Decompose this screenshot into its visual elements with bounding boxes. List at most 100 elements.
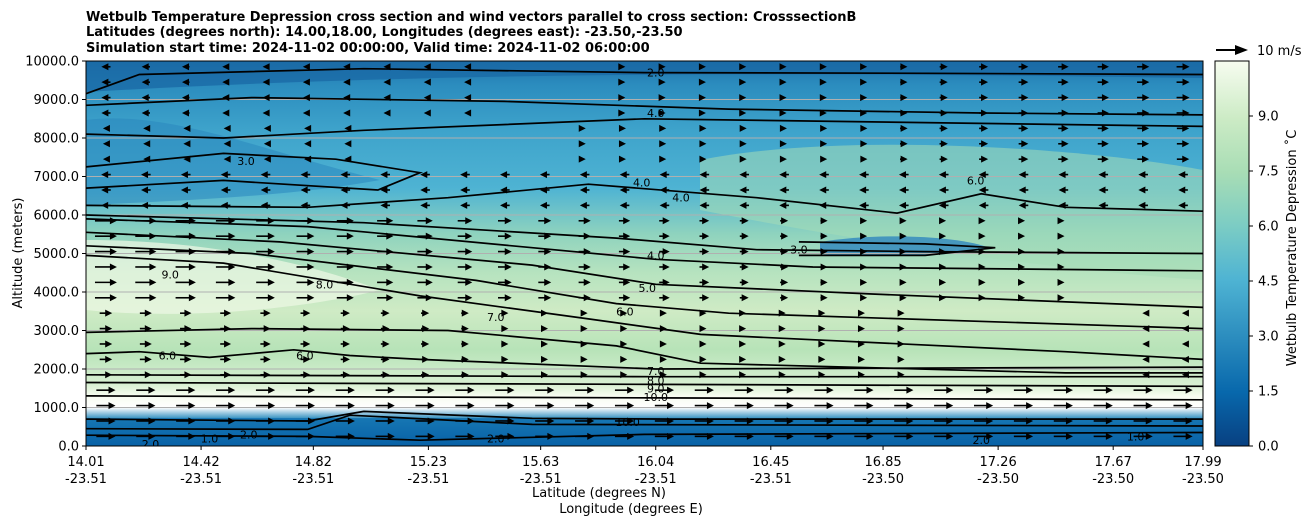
plot-area: 2.04.03.04.04.06.04.0 3.09.08.0 5.06.07.06… (86, 61, 1203, 446)
y-tick-label: 8000.0 (34, 132, 80, 147)
wind-arrowhead (180, 171, 188, 179)
wind-arrowhead (544, 263, 552, 271)
wind-arrowhead (547, 386, 555, 394)
wind-arrowhead (659, 171, 667, 179)
wind-arrowhead (342, 371, 350, 379)
contour-label: 1.0 (201, 432, 219, 445)
quiver-key: 10 m/s (1216, 44, 1302, 59)
wind-arrowhead (427, 417, 435, 425)
wind-arrowhead (220, 171, 228, 179)
wind-arrowhead (623, 294, 631, 302)
y-tick-label: 7000.0 (34, 170, 80, 185)
wind-arrowhead (464, 94, 472, 102)
wind-arrowhead (141, 171, 149, 179)
wind-arrowhead (1061, 124, 1069, 132)
wind-arrowhead (307, 294, 315, 302)
wind-arrowhead (102, 124, 110, 132)
wind-arrowhead (579, 186, 587, 194)
wind-arrowhead (746, 417, 754, 425)
wind-arrowhead (779, 186, 787, 194)
wind-arrowhead (857, 371, 865, 379)
wind-arrowhead (220, 186, 228, 194)
wind-arrowhead (228, 432, 236, 440)
wind-arrowhead (699, 340, 707, 348)
wind-arrowhead (741, 278, 749, 286)
wind-arrowhead (141, 78, 149, 86)
wind-arrowhead (109, 217, 117, 225)
wind-arrowhead (906, 402, 914, 410)
wind-arrowhead (180, 186, 188, 194)
wind-arrowhead (302, 78, 310, 86)
wind-arrowhead (228, 232, 236, 240)
wind-arrowhead (618, 63, 626, 71)
wind-arrowhead (228, 217, 236, 225)
wind-arrowhead (786, 417, 794, 425)
wind-arrowhead (860, 263, 868, 271)
wind-arrowhead (1058, 171, 1066, 179)
wind-arrowhead (267, 294, 275, 302)
wind-arrowhead (778, 340, 786, 348)
contour-label: 5.0 (639, 282, 657, 295)
wind-arrowhead (819, 186, 827, 194)
wind-arrowhead (667, 432, 675, 440)
wind-arrowhead (940, 63, 948, 71)
wind-arrowhead (101, 94, 109, 102)
wind-arrowhead (1021, 140, 1029, 148)
wind-arrowhead (658, 63, 666, 71)
wind-arrowhead (224, 325, 232, 333)
wind-arrowhead (739, 201, 747, 209)
wind-arrowhead (667, 402, 675, 410)
wind-arrowhead (223, 155, 231, 163)
wind-arrowhead (380, 171, 388, 179)
wind-arrowhead (667, 417, 675, 425)
wind-arrowhead (899, 294, 907, 302)
contour-line (86, 381, 1203, 388)
wind-arrowhead (541, 371, 549, 379)
wind-arrowhead (465, 263, 473, 271)
wind-arrowhead (579, 171, 587, 179)
x-tick-label-lat: 15.63 (522, 455, 559, 470)
wind-arrowhead (541, 355, 549, 363)
colorbar-tick-label: 4.5 (1258, 275, 1279, 290)
wind-arrowhead (940, 78, 948, 86)
contour-labels: 2.04.03.04.04.06.04.0 3.09.08.0 5.06.07.06… (142, 67, 1145, 446)
wind-arrowhead (501, 325, 509, 333)
contour-line (86, 183, 1203, 214)
wind-arrowhead (897, 355, 905, 363)
wind-arrowhead (347, 386, 355, 394)
wind-arrowhead (706, 432, 714, 440)
wind-arrowhead (659, 201, 667, 209)
wind-arrowhead (386, 217, 394, 225)
wind-arrowhead (739, 355, 747, 363)
wind-arrowhead (659, 155, 667, 163)
wind-arrowhead (778, 309, 786, 317)
y-tick-label: 3000.0 (34, 324, 80, 339)
wind-arrowhead (779, 94, 787, 102)
wind-arrowhead (1181, 309, 1189, 317)
quiver-key-arrowhead-icon (1235, 45, 1248, 55)
wind-arrowhead (507, 386, 515, 394)
wind-arrowhead (578, 124, 586, 132)
wind-arrowhead (938, 186, 946, 194)
wind-arrowhead (347, 417, 355, 425)
wind-arrowhead (819, 201, 827, 209)
x-tick-label-lon: -23.50 (1182, 472, 1224, 487)
wind-arrowhead (1018, 263, 1026, 271)
wind-arrowhead (819, 94, 827, 102)
wind-arrowhead (184, 371, 192, 379)
wind-arrowhead (539, 186, 547, 194)
wind-arrowhead (900, 109, 908, 117)
wind-arrowhead (699, 325, 707, 333)
wind-arrowhead (580, 325, 588, 333)
wind-arrowhead (461, 325, 469, 333)
wind-arrowhead (343, 78, 351, 86)
x-axis-label-lon: Longitude (degrees E) (559, 502, 703, 517)
wind-arrowhead (188, 417, 196, 425)
wind-arrowhead (465, 294, 473, 302)
wind-arrowhead (382, 325, 390, 333)
wind-arrowhead (382, 355, 390, 363)
wind-arrowhead (260, 186, 268, 194)
wind-arrowhead (706, 386, 714, 394)
wind-arrowhead (544, 278, 552, 286)
wind-arrowhead (623, 232, 631, 240)
